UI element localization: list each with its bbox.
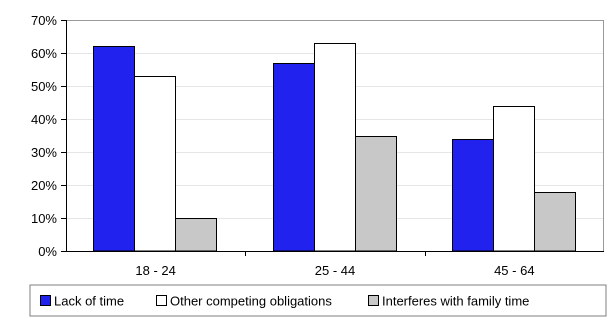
y-tick-label: 50%	[31, 79, 57, 94]
y-tick-label: 20%	[31, 178, 57, 193]
bars	[93, 43, 576, 252]
y-tick-label: 60%	[31, 46, 57, 61]
y-tick-label: 10%	[31, 211, 57, 226]
x-tick-label: 45 - 64	[494, 263, 534, 278]
bar	[493, 106, 535, 252]
bar	[314, 43, 356, 252]
bar	[273, 63, 315, 252]
bar	[93, 46, 135, 252]
axes	[61, 20, 604, 256]
bar	[175, 218, 217, 252]
bar	[134, 76, 176, 252]
y-axis-tick-labels: 0% 10% 20% 30% 40% 50% 60% 70%	[31, 13, 57, 259]
bar	[355, 136, 397, 252]
y-tick-label: 0%	[38, 244, 57, 259]
x-axis-tick-labels: 18 - 24 25 - 44 45 - 64	[135, 263, 534, 278]
legend-swatch	[156, 295, 167, 306]
legend-label: Lack of time	[54, 294, 124, 309]
legend: Lack of time Other competing obligations I…	[29, 284, 607, 317]
legend-label: Interferes with family time	[382, 294, 529, 309]
x-tick-label: 18 - 24	[135, 263, 175, 278]
x-tick-label: 25 - 44	[315, 263, 355, 278]
bar	[534, 192, 576, 252]
y-tick-label: 40%	[31, 112, 57, 127]
legend-box	[29, 284, 607, 317]
y-tick-label: 70%	[31, 13, 57, 28]
bar	[452, 139, 494, 252]
y-tick-label: 30%	[31, 145, 57, 160]
legend-swatch	[368, 295, 379, 306]
legend-swatch	[40, 295, 51, 306]
legend-label: Other competing obligations	[170, 294, 332, 309]
